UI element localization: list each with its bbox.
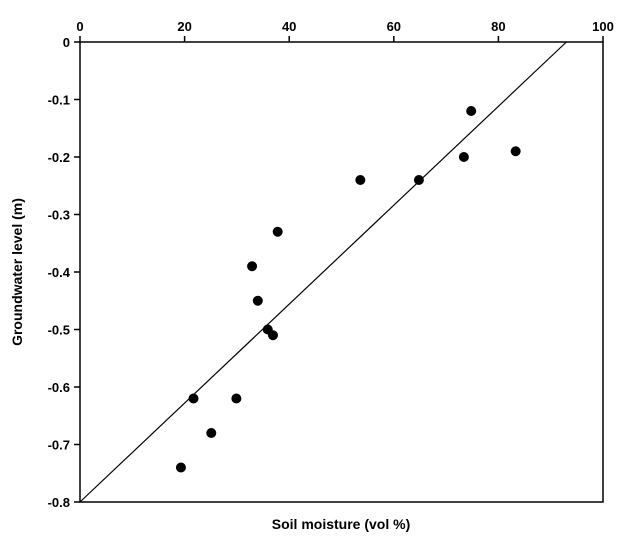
x-axis-ticks: 0 20 40 60 80 100: [76, 19, 614, 42]
y-tick-label: -0.1: [48, 93, 70, 108]
data-point: [267, 330, 278, 341]
y-axis-ticks: 0 -0.1 -0.2 -0.3 -0.4 -0.5 -0.6 -0.7 -0.8: [48, 35, 80, 510]
data-point: [272, 226, 283, 237]
data-point: [458, 152, 469, 162]
x-axis-title: Soil moisture (vol %): [272, 516, 410, 532]
x-tick-label: 20: [177, 19, 191, 34]
y-tick-label: 0: [63, 35, 70, 50]
x-tick-label: 60: [387, 19, 401, 34]
x-tick-label: 80: [491, 19, 505, 34]
y-tick-label: -0.3: [48, 208, 70, 223]
data-point: [175, 462, 186, 473]
x-tick-label: 40: [282, 19, 296, 34]
series-layer: [79, 41, 567, 503]
data-point: [510, 146, 521, 157]
y-axis-title: Groundwater level (m): [9, 198, 25, 346]
data-point: [206, 428, 217, 438]
y-tick-label: -0.6: [48, 380, 70, 395]
data-point: [188, 393, 199, 404]
data-point: [231, 393, 242, 404]
trend-line: [79, 41, 567, 503]
y-tick-label: -0.8: [48, 495, 70, 510]
data-point: [252, 295, 263, 306]
data-point: [466, 106, 477, 116]
y-tick-label: -0.5: [48, 323, 70, 338]
plot-area: [79, 41, 604, 503]
x-tick-label: 100: [592, 19, 614, 34]
data-point: [413, 175, 424, 185]
data-point: [247, 261, 258, 272]
data-point: [355, 175, 366, 185]
y-tick-label: -0.2: [48, 150, 70, 165]
y-tick-label: -0.7: [48, 438, 70, 453]
y-tick-label: -0.4: [48, 265, 71, 280]
x-tick-label: 0: [76, 19, 83, 34]
